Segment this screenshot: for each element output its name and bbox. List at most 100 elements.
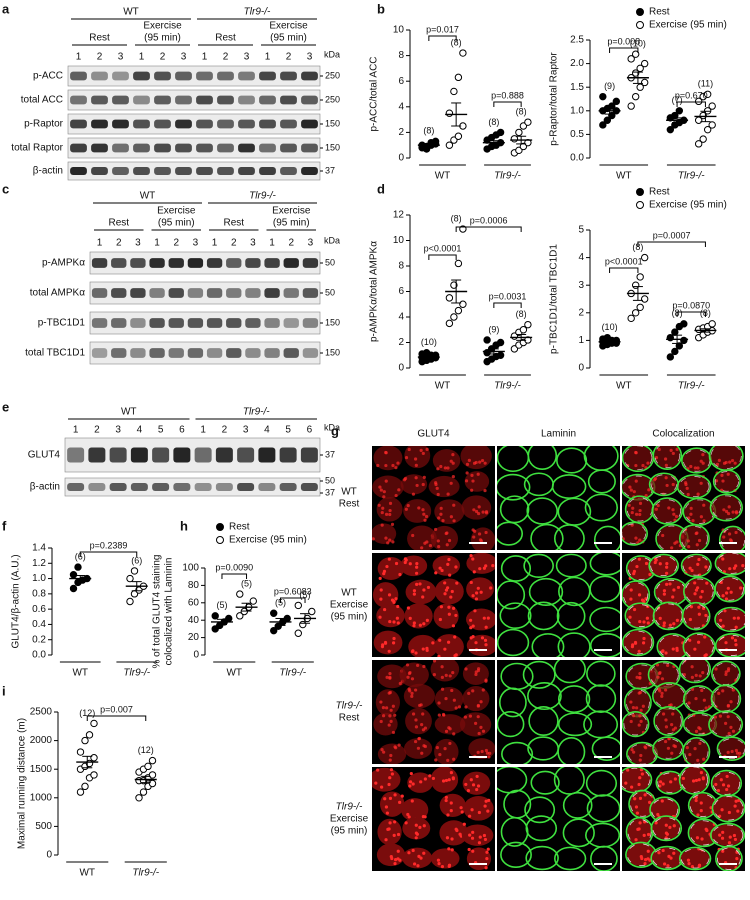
laminin bbox=[500, 555, 532, 582]
blot-band bbox=[133, 143, 150, 153]
glut4-dot bbox=[646, 857, 650, 861]
glut4-dot bbox=[695, 836, 700, 840]
blot-band bbox=[130, 483, 148, 491]
glut4-dot bbox=[382, 495, 386, 499]
glut4-dot bbox=[660, 694, 664, 698]
glut4-dot bbox=[468, 833, 472, 837]
glut4-dot bbox=[414, 739, 418, 744]
fiber bbox=[404, 446, 431, 469]
blot-band bbox=[67, 483, 85, 491]
data-point bbox=[126, 597, 134, 606]
glut4-dot bbox=[726, 472, 730, 476]
y-tick-label: 0 bbox=[193, 650, 199, 661]
group-label: WT bbox=[123, 7, 139, 18]
group-label: Tlr9-/- bbox=[249, 191, 276, 202]
glut4-dot bbox=[466, 789, 471, 793]
blot-band bbox=[283, 288, 299, 298]
glut4-dot bbox=[638, 675, 642, 680]
p-value: p<0.0001 bbox=[605, 256, 643, 266]
blot-band bbox=[152, 447, 170, 463]
lane-label: 5 bbox=[285, 425, 291, 436]
glut4-dot bbox=[665, 561, 669, 566]
blot-band bbox=[280, 95, 297, 105]
glut4-dot bbox=[664, 718, 668, 722]
glut4-dot bbox=[464, 479, 469, 483]
laminin bbox=[648, 553, 679, 578]
glut4-dot bbox=[434, 527, 438, 532]
glut4-dot bbox=[413, 862, 417, 866]
panel-letter: e bbox=[2, 399, 9, 414]
laminin bbox=[525, 845, 559, 871]
panel-letter: c bbox=[2, 181, 9, 196]
fiber bbox=[434, 578, 464, 605]
blot-band bbox=[175, 143, 192, 153]
glut4-dot bbox=[642, 636, 646, 641]
colocal bbox=[718, 738, 745, 760]
blot-band bbox=[238, 143, 255, 153]
glut4-dot bbox=[671, 482, 675, 487]
colocal bbox=[623, 712, 648, 736]
fiber bbox=[684, 578, 714, 605]
fiber bbox=[404, 603, 433, 629]
laminin bbox=[527, 681, 562, 711]
significance-bracket bbox=[609, 267, 639, 273]
glut4-dot bbox=[725, 591, 729, 595]
blot-band bbox=[217, 71, 234, 81]
colocal bbox=[622, 523, 647, 544]
fiber bbox=[626, 843, 656, 867]
glut4-dot bbox=[425, 618, 429, 622]
column-label: Laminin bbox=[541, 429, 576, 440]
glut4-dot bbox=[654, 455, 659, 460]
glut4-dot bbox=[638, 671, 642, 676]
glut4-dot bbox=[699, 801, 703, 805]
glut4-dot bbox=[702, 757, 706, 761]
colocal bbox=[680, 767, 709, 793]
blot-band bbox=[217, 119, 234, 129]
kda-label: 150 bbox=[325, 118, 340, 128]
blot-band bbox=[130, 318, 146, 328]
data-point bbox=[445, 141, 454, 149]
glut4-dot bbox=[446, 466, 450, 470]
glut4-dot bbox=[630, 748, 634, 752]
glut4-dot bbox=[656, 812, 660, 817]
laminin bbox=[497, 473, 531, 501]
laminin bbox=[710, 684, 742, 713]
glut4-dot bbox=[407, 447, 411, 452]
colocal bbox=[654, 446, 681, 469]
glut4-dot bbox=[484, 530, 488, 535]
glut4-dot bbox=[439, 512, 443, 516]
lane-label: 1 bbox=[97, 238, 103, 249]
glut4-dot bbox=[451, 606, 456, 611]
blot-band bbox=[226, 258, 242, 268]
blot-band bbox=[259, 71, 276, 81]
glut4-dot bbox=[446, 492, 450, 496]
glut4-dot bbox=[699, 595, 703, 599]
lane-label: 1 bbox=[269, 238, 275, 249]
glut4-dot bbox=[394, 561, 399, 566]
glut4-dot bbox=[413, 457, 418, 461]
glut4-dot bbox=[699, 809, 703, 813]
glut4-dot bbox=[469, 553, 473, 558]
laminin bbox=[714, 553, 745, 576]
glut4-dot bbox=[734, 564, 738, 568]
glut4-dot bbox=[725, 787, 729, 792]
condition-label: Rest bbox=[108, 218, 129, 229]
glut4-dot bbox=[646, 849, 650, 853]
lane-label: 3 bbox=[250, 238, 256, 249]
glut4-dot bbox=[426, 585, 431, 590]
glut4-dot bbox=[701, 461, 705, 465]
glut4-dot bbox=[404, 455, 409, 460]
glut4-dot bbox=[724, 721, 728, 725]
glut4-dot bbox=[393, 862, 397, 866]
glut4-dot bbox=[439, 464, 443, 469]
data-point bbox=[454, 73, 463, 82]
laminin bbox=[711, 660, 741, 687]
condition-label: Exercise bbox=[269, 21, 308, 32]
glut4-dot bbox=[398, 800, 402, 804]
glut4-dot bbox=[403, 560, 407, 565]
row-label: β-actin bbox=[33, 166, 63, 177]
glut4-dot bbox=[698, 674, 702, 678]
data-point bbox=[454, 259, 463, 268]
glut4-dot bbox=[447, 538, 452, 543]
blot-band bbox=[175, 95, 192, 105]
